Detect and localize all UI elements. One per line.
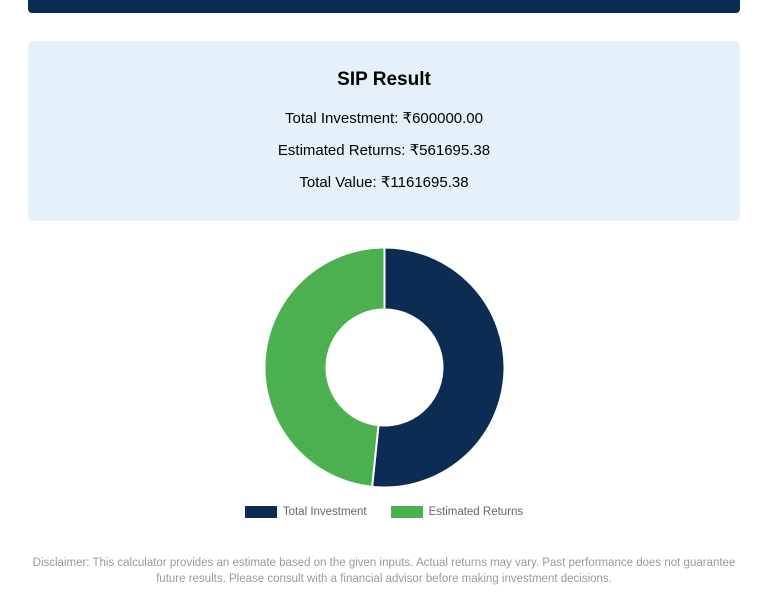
result-line-total: Total Value: ₹1161695.38 bbox=[48, 173, 720, 191]
donut-slice bbox=[264, 248, 384, 487]
donut-chart: Total Investment Estimated Returns bbox=[0, 245, 768, 523]
result-value: ₹1161695.38 bbox=[381, 174, 469, 191]
result-label: Estimated Returns bbox=[278, 142, 401, 159]
legend-item: Total Investment bbox=[245, 506, 367, 518]
disclaimer-text: Disclaimer: This calculator provides an … bbox=[28, 555, 740, 587]
result-card: SIP Result Total Investment: ₹600000.00 … bbox=[28, 41, 740, 221]
chart-legend: Total Investment Estimated Returns bbox=[0, 505, 768, 523]
result-value: ₹561695.38 bbox=[410, 142, 490, 159]
result-label: Total Investment bbox=[285, 110, 394, 127]
result-line-investment: Total Investment: ₹600000.00 bbox=[48, 109, 720, 127]
result-label: Total Value bbox=[299, 174, 372, 191]
result-title: SIP Result bbox=[48, 69, 720, 91]
legend-swatch bbox=[391, 506, 423, 518]
legend-label: Total Investment bbox=[283, 506, 367, 518]
legend-label: Estimated Returns bbox=[429, 506, 524, 518]
result-value: ₹600000.00 bbox=[403, 110, 483, 127]
result-line-returns: Estimated Returns: ₹561695.38 bbox=[48, 141, 720, 159]
top-bar bbox=[28, 0, 740, 13]
legend-item: Estimated Returns bbox=[391, 506, 524, 518]
donut-slice bbox=[372, 248, 504, 488]
legend-swatch bbox=[245, 506, 277, 518]
